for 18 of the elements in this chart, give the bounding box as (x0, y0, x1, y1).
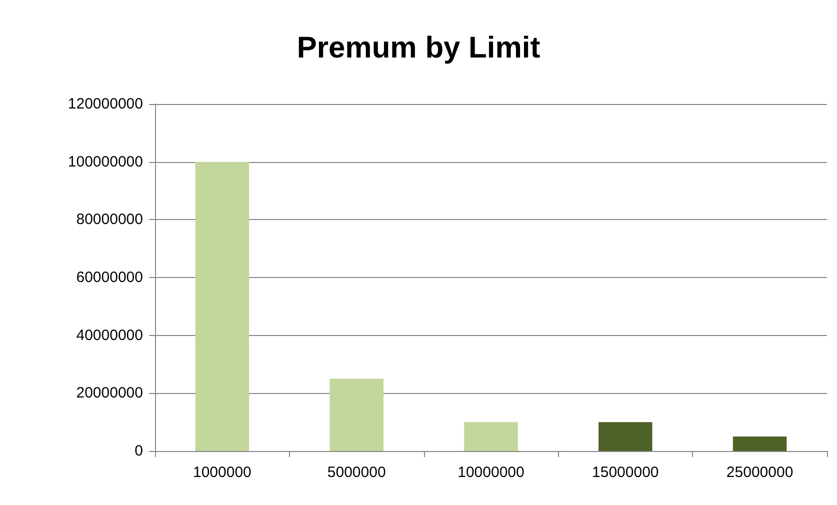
bar (464, 422, 518, 451)
bar (598, 422, 652, 451)
y-tick-label: 60000000 (76, 269, 143, 286)
bar (732, 436, 787, 451)
x-tick-label: 1000000 (192, 464, 252, 481)
x-tick-label: 10000000 (458, 464, 524, 481)
y-tick-label: 0 (134, 442, 143, 460)
x-tick-label: 5000000 (327, 464, 386, 481)
y-tick-label: 80000000 (76, 211, 143, 228)
y-tick-label: 40000000 (76, 326, 143, 344)
bar (330, 378, 384, 451)
chart-title: Premum by Limit (296, 32, 540, 64)
x-tick-label: 25000000 (726, 464, 794, 481)
y-tick-label: 100000000 (68, 153, 143, 170)
y-tick-label: 20000000 (76, 384, 143, 402)
y-tick-label: 120000000 (68, 96, 143, 112)
x-tick-label: 15000000 (592, 464, 659, 481)
bar (195, 162, 250, 451)
